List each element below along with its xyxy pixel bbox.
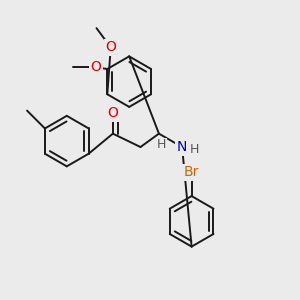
Text: Br: Br [184, 165, 199, 179]
Text: H: H [157, 138, 166, 152]
Text: O: O [91, 60, 101, 74]
Text: O: O [105, 40, 116, 55]
Text: N: N [177, 140, 187, 154]
Text: H: H [190, 143, 199, 156]
Text: O: O [107, 106, 118, 120]
